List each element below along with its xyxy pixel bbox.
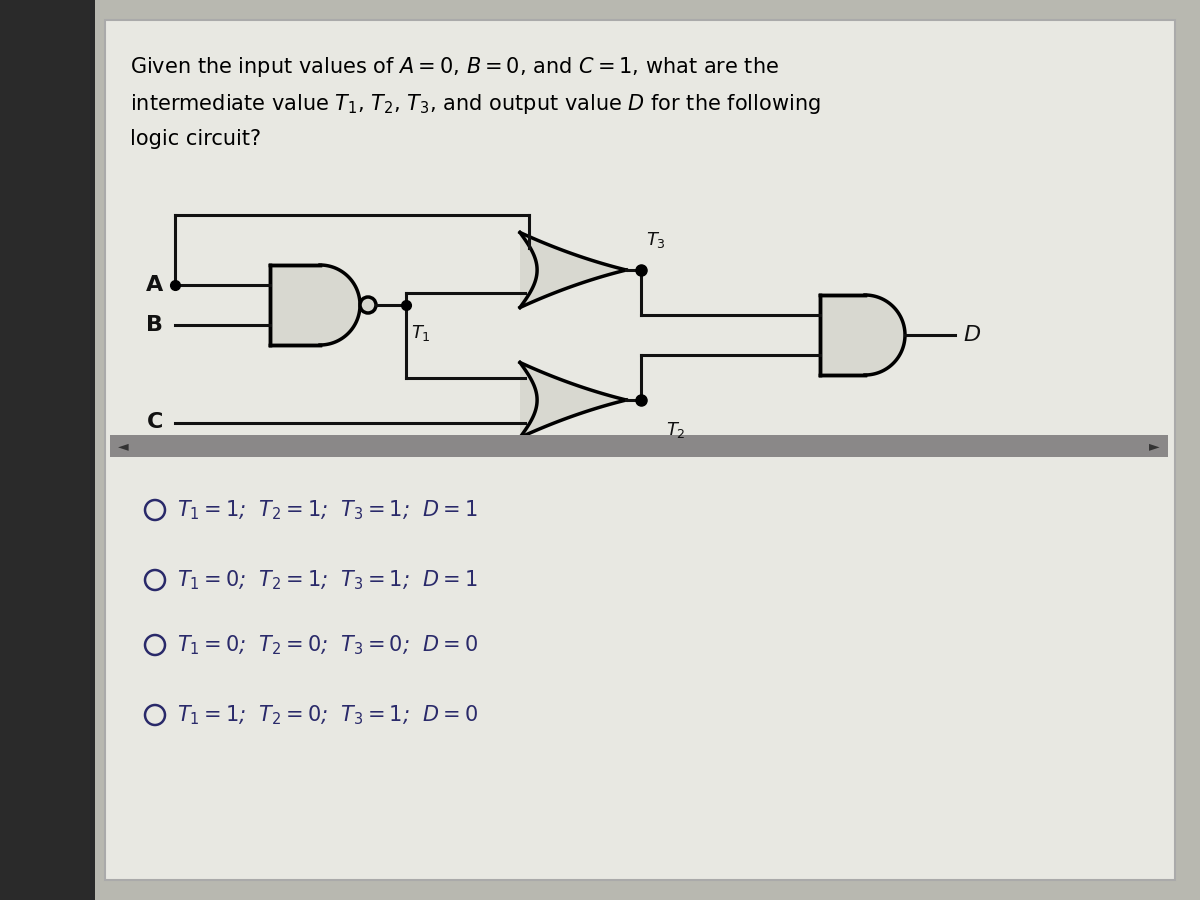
Polygon shape (520, 232, 626, 308)
Text: $T_3$: $T_3$ (647, 230, 666, 250)
Text: Given the input values of $A = 0$, $B = 0$, and $C = 1$, what are the: Given the input values of $A = 0$, $B = … (130, 55, 779, 79)
Text: ◄: ◄ (118, 439, 128, 453)
Polygon shape (820, 295, 905, 375)
Text: $T_1 = 0$;  $T_2 = 1$;  $T_3 = 1$;  $D = 1$: $T_1 = 0$; $T_2 = 1$; $T_3 = 1$; $D = 1$ (178, 568, 478, 592)
Text: $T_1 = 0$;  $T_2 = 0$;  $T_3 = 0$;  $D = 0$: $T_1 = 0$; $T_2 = 0$; $T_3 = 0$; $D = 0$ (178, 634, 478, 657)
Bar (106, 20, 1175, 880)
Text: $D$: $D$ (964, 325, 982, 345)
Text: $T_1$: $T_1$ (410, 323, 431, 343)
Bar (0, 0, 95, 900)
Text: logic circuit?: logic circuit? (130, 129, 262, 149)
Text: C: C (146, 412, 163, 433)
Text: $T_1 = 1$;  $T_2 = 0$;  $T_3 = 1$;  $D = 0$: $T_1 = 1$; $T_2 = 0$; $T_3 = 1$; $D = 0$ (178, 703, 478, 727)
Text: B: B (146, 315, 163, 335)
Bar (110, 435, 1168, 457)
Circle shape (360, 297, 376, 313)
Text: A: A (145, 275, 163, 295)
Text: $T_1 = 1$;  $T_2 = 1$;  $T_3 = 1$;  $D = 1$: $T_1 = 1$; $T_2 = 1$; $T_3 = 1$; $D = 1$ (178, 499, 478, 522)
Text: $T_2$: $T_2$ (666, 420, 686, 440)
Text: ►: ► (1150, 439, 1160, 453)
Polygon shape (270, 265, 360, 345)
Text: intermediate value $T_1$, $T_2$, $T_3$, and output value $D$ for the following: intermediate value $T_1$, $T_2$, $T_3$, … (130, 92, 821, 116)
Polygon shape (520, 363, 626, 437)
